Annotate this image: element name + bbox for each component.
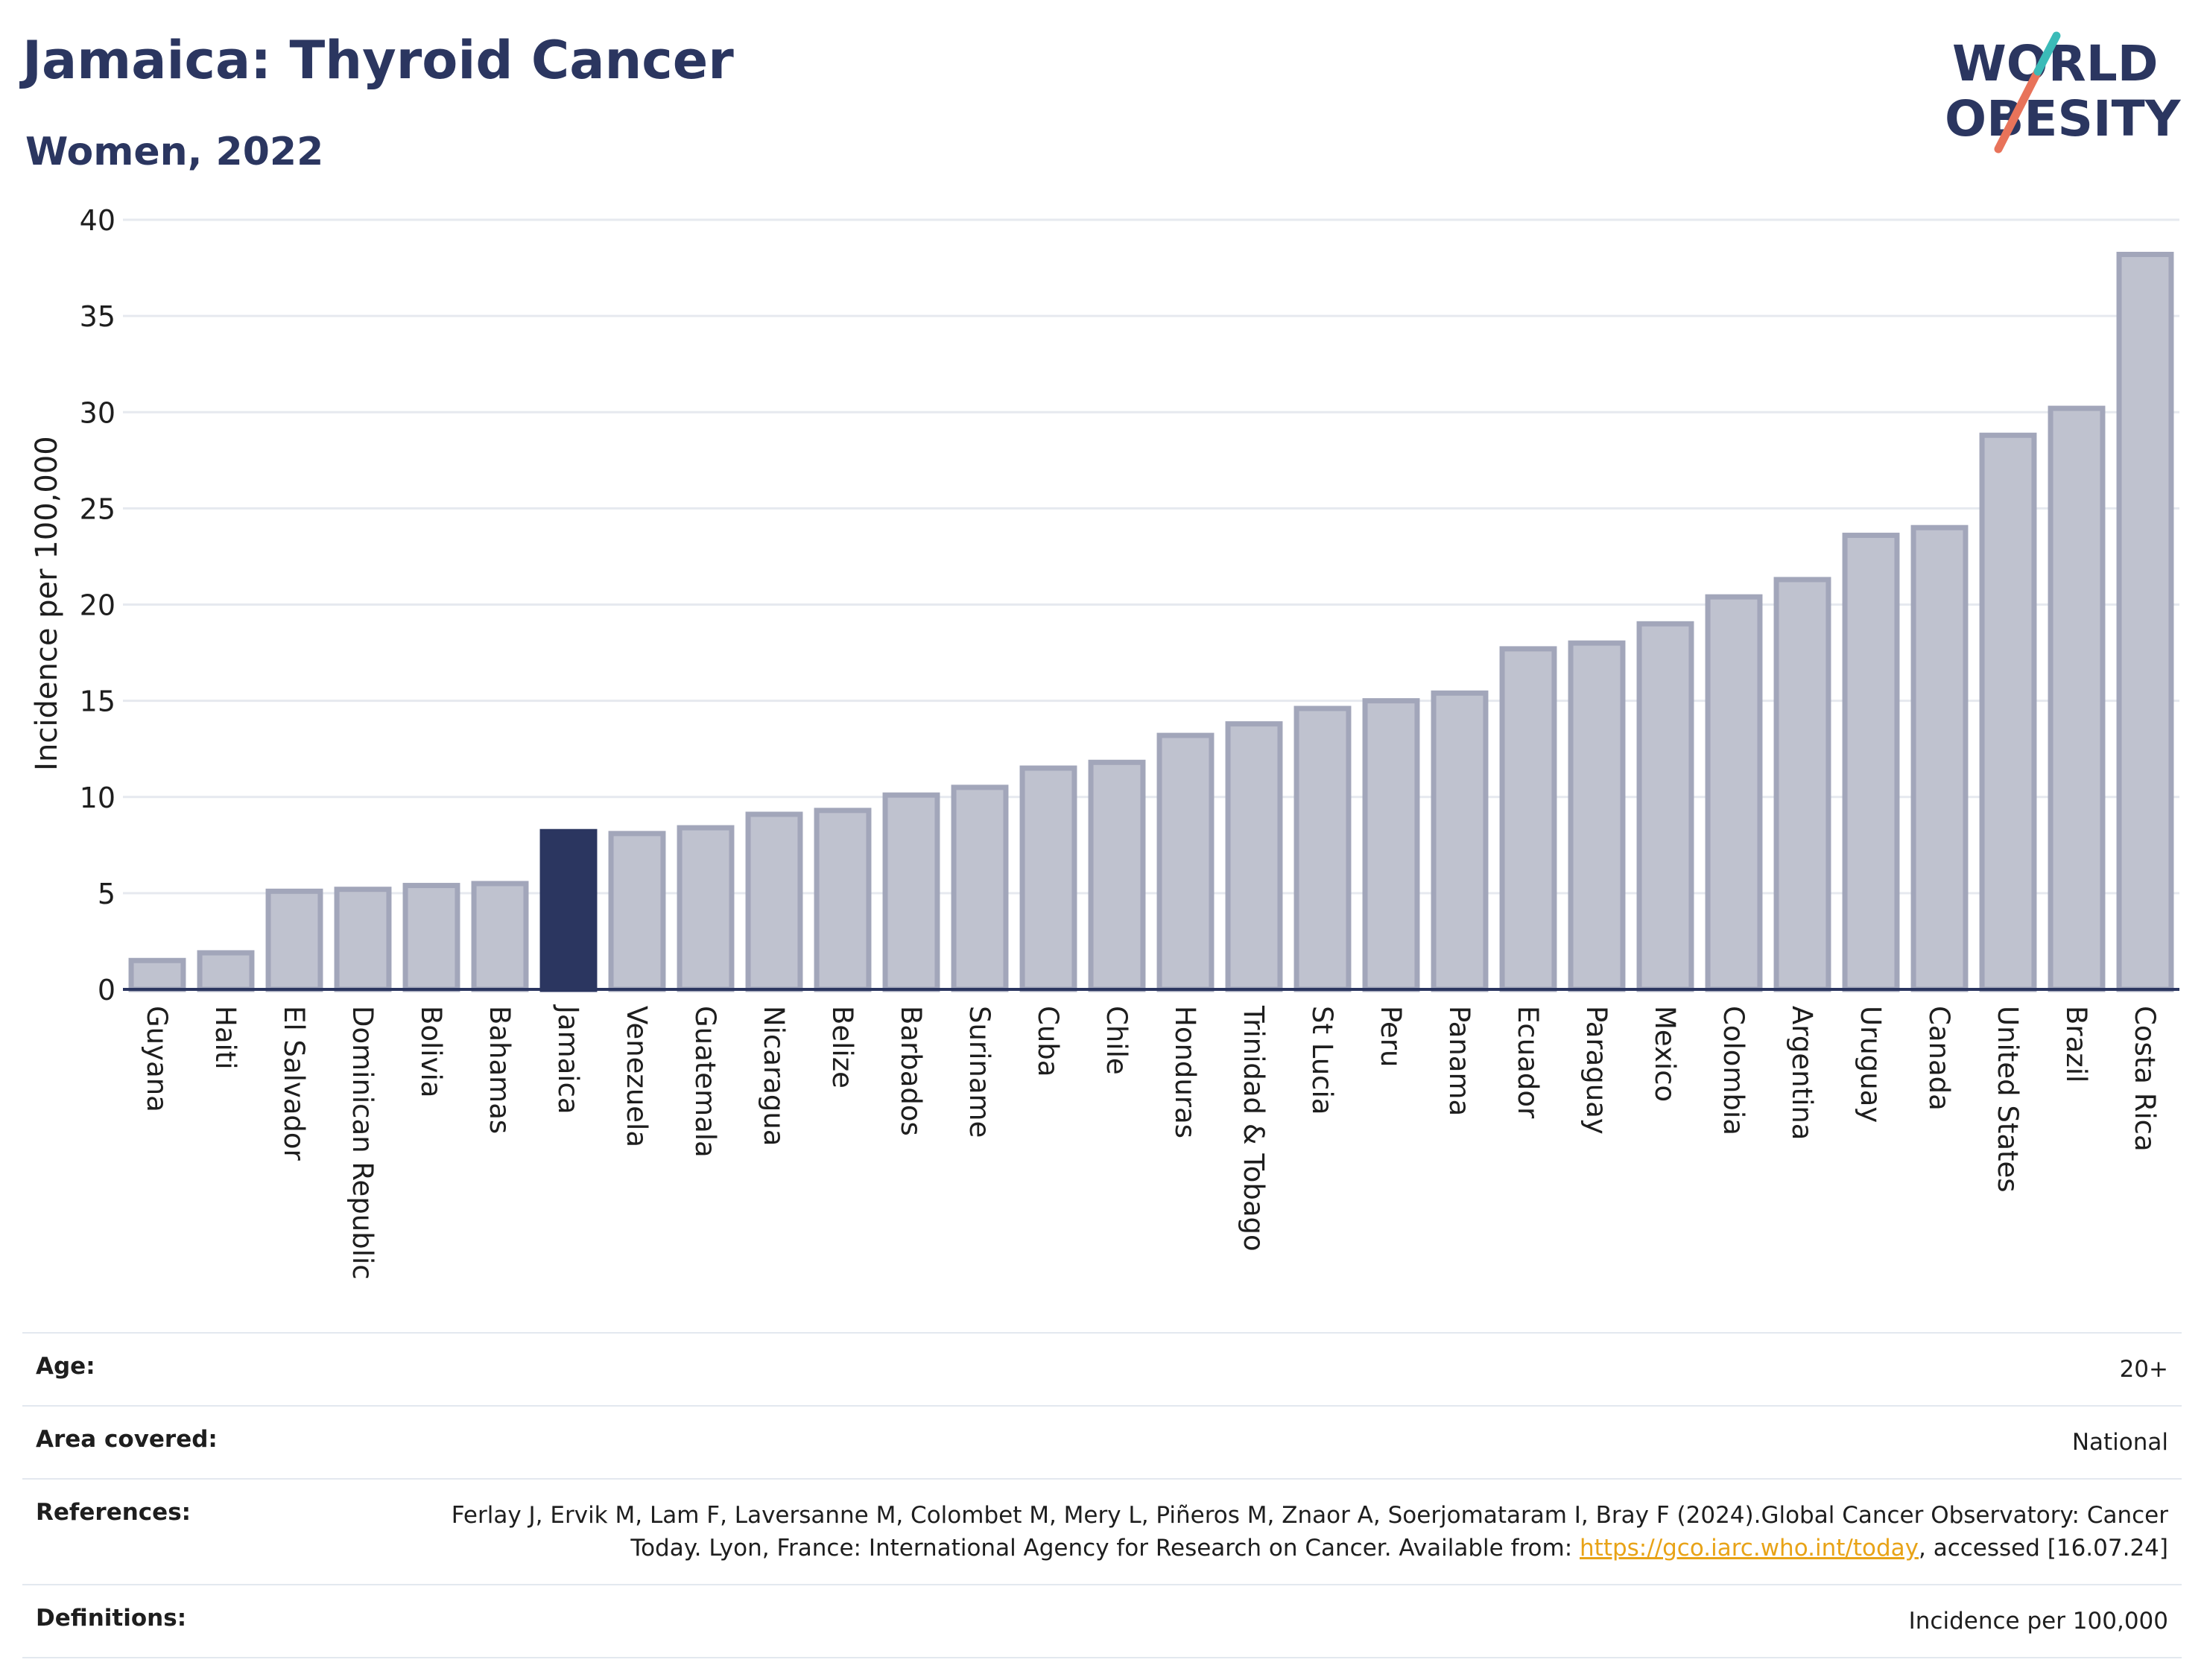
bar-canada: [1910, 524, 1969, 992]
bar-venezuela: [608, 831, 666, 992]
bar-united-states: [1979, 432, 2037, 992]
world-obesity-logo: WORLD OBESITY: [1945, 31, 2182, 153]
y-tick-label: 5: [98, 878, 115, 910]
x-tick-label: Haiti: [209, 1006, 241, 1070]
bar-brazil: [2048, 405, 2106, 992]
x-tick-label: Peru: [1375, 1006, 1407, 1067]
bar-st-lucia: [1293, 706, 1352, 992]
x-tick-label: Trinidad & Tobago: [1238, 1005, 1270, 1252]
x-tick-label: Guatemala: [689, 1006, 721, 1158]
x-tick-label: Bolivia: [415, 1006, 447, 1097]
bar-mexico: [1636, 621, 1694, 992]
bar-paraguay: [1568, 640, 1626, 992]
x-tick-label: Costa Rica: [2129, 1006, 2161, 1152]
info-table: Age: 20+ Area covered: National Referenc…: [22, 1332, 2182, 1659]
area-value: National: [2071, 1429, 2168, 1456]
x-tick-label: Cuba: [1032, 1006, 1064, 1077]
y-axis-label: Incidence per 100,000: [30, 436, 64, 771]
gridlines: [123, 218, 2179, 895]
chart-title: Jamaica: Thyroid Cancer: [22, 30, 734, 91]
age-value: 20+: [2119, 1356, 2168, 1383]
bar-argentina: [1773, 577, 1831, 992]
y-tick-label: 30: [80, 396, 115, 429]
bar-peru: [1362, 698, 1420, 992]
x-tick-label: Uruguay: [1855, 1006, 1887, 1123]
x-tick-label: United States: [1992, 1006, 2024, 1193]
references-link[interactable]: https://gco.iarc.who.int/today: [1580, 1535, 1919, 1562]
bar-uruguay: [1842, 533, 1900, 992]
references-text: Ferlay J, Ervik M, Lam F, Laversanne M, …: [451, 1502, 2168, 1562]
x-tick-label: Brazil: [2060, 1006, 2092, 1083]
bar-dominican-republic: [334, 887, 392, 992]
y-tick-label: 20: [80, 589, 115, 622]
bar-ecuador: [1499, 646, 1557, 992]
info-row-definitions: Definitions: Incidence per 100,000: [22, 1584, 2182, 1659]
x-tick-label: Guyana: [141, 1006, 173, 1112]
x-tick-label: Canada: [1923, 1006, 1955, 1111]
references-label: References:: [36, 1499, 191, 1527]
bar-colombia: [1705, 594, 1763, 992]
bar-cuba: [1019, 765, 1077, 992]
y-tick-label: 0: [98, 974, 115, 1007]
x-tick-label: Bahamas: [484, 1006, 516, 1134]
bar-barbados: [882, 792, 940, 992]
bar-el-salvador: [265, 888, 323, 992]
bar-costa-rica: [2116, 251, 2174, 992]
references-value: Ferlay J, Ervik M, Lam F, Laversanne M, …: [380, 1499, 2168, 1565]
bar-bahamas: [471, 881, 529, 992]
chart-subtitle: Women, 2022: [25, 130, 324, 174]
x-tick-label: El Salvador: [278, 1006, 310, 1161]
x-tick-label: Barbados: [895, 1006, 927, 1136]
x-tick-label: Argentina: [1786, 1006, 1818, 1140]
x-tick-label: Dominican Republic: [346, 1006, 379, 1280]
x-tick-label: Ecuador: [1512, 1006, 1544, 1119]
x-tick-label: Nicaragua: [758, 1006, 790, 1146]
definitions-label: Definitions:: [36, 1605, 187, 1632]
bar-suriname: [951, 784, 1009, 992]
bar-chart: 0 5 10 15 20 25 30 35 40 Guyana Haiti El Salvador D…: [30, 204, 2179, 1280]
bar-bolivia: [402, 883, 460, 992]
definitions-value: Incidence per 100,000: [1908, 1608, 2168, 1635]
x-tick-label: Belize: [826, 1006, 858, 1088]
x-tick-label: Suriname: [963, 1006, 995, 1138]
x-tick-label: Chile: [1101, 1006, 1133, 1075]
svg-text:OBESITY: OBESITY: [1945, 90, 2182, 148]
bar-jamaica: [539, 828, 598, 992]
bar-guyana: [128, 957, 186, 992]
bar-belize: [814, 808, 872, 992]
x-tick-label: Paraguay: [1580, 1006, 1612, 1135]
info-row-area: Area covered: National: [22, 1405, 2182, 1478]
bar-nicaragua: [745, 811, 803, 992]
y-tick-label: 15: [80, 685, 115, 718]
x-tick-label: Venezuela: [621, 1006, 653, 1147]
x-tick-label: Panama: [1443, 1006, 1475, 1116]
bar-chile: [1088, 759, 1146, 992]
info-row-age: Age: 20+: [22, 1332, 2182, 1405]
bars: [128, 251, 2174, 992]
bar-haiti: [197, 950, 255, 992]
y-tick-label: 25: [80, 492, 115, 525]
area-label: Area covered:: [36, 1426, 218, 1454]
x-tick-label: Jamaica: [552, 1004, 584, 1115]
y-tick-label: 40: [80, 204, 115, 237]
x-tick-label: Colombia: [1717, 1006, 1749, 1135]
y-tick-label: 10: [80, 782, 115, 814]
info-row-references: References: Ferlay J, Ervik M, Lam F, La…: [22, 1478, 2182, 1584]
bar-panama: [1431, 690, 1489, 992]
x-tick-label: Honduras: [1169, 1006, 1201, 1138]
age-label: Age:: [36, 1353, 95, 1380]
bar-guatemala: [677, 825, 735, 992]
x-tick-label: St Lucia: [1306, 1006, 1338, 1115]
y-tick-label: 35: [80, 300, 115, 333]
bar-trinidad-tobago: [1225, 721, 1283, 992]
y-axis-ticks: 0 5 10 15 20 25 30 35 40: [80, 204, 115, 1007]
references-accessed: , accessed [16.07.24]: [1918, 1535, 2168, 1562]
x-tick-label: Mexico: [1649, 1006, 1681, 1102]
bar-honduras: [1156, 732, 1215, 992]
x-axis-ticks: Guyana Haiti El Salvador Dominican Republic…: [123, 988, 2179, 1280]
